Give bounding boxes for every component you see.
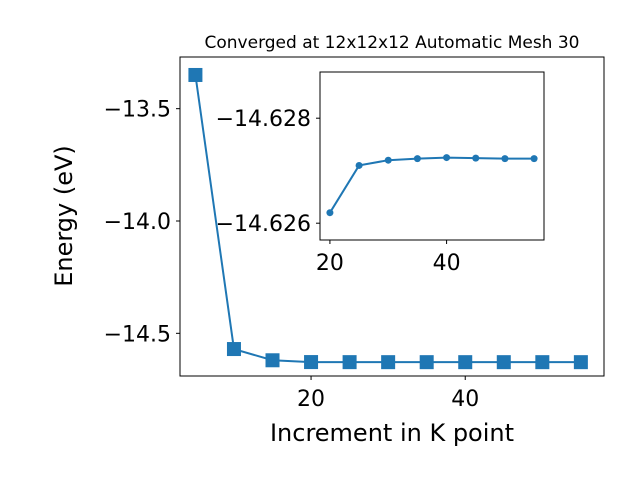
inset-data-point [530,155,538,163]
inset-x-tick-label: 40 [433,251,461,276]
main-data-point [535,355,550,370]
inset-x-tick-label: 20 [316,251,344,276]
inset-data-point [326,209,334,217]
y-axis-label: Energy (eV) [50,145,78,287]
main-data-point [265,353,280,368]
main-x-ticks: 20 40 [297,376,479,412]
inset-series-line [329,156,535,214]
inset-data-point [384,156,392,164]
main-data-point [419,355,434,370]
inset-data-point [472,154,480,162]
main-y-tick-label: −14.0 [104,210,171,235]
x-axis-label: Increment in K point [270,419,514,447]
main-data-point [226,342,241,357]
inset-data-point [413,155,421,163]
main-y-tick-label: −14.5 [104,322,171,347]
main-data-point [496,355,511,370]
inset-plot-frame [319,71,545,241]
main-series [188,67,588,370]
inset-y-ticks: −14.628 −14.626 [216,107,320,237]
inset-y-tick-label: −14.628 [216,107,311,132]
inset-series [326,154,538,217]
main-data-point [458,355,473,370]
inset-data-point [355,161,363,169]
inset-axes: 20 40 −14.628−14.626 [216,71,545,276]
inset-background [320,72,544,240]
main-axes: 20 40 −13.5−14.0−14.5 Converged at 12x12x… [50,33,605,447]
chart-title: Converged at 12x12x12 Automatic Mesh 30 [205,33,580,53]
main-data-point [304,355,319,370]
main-plot-frame [179,56,605,377]
main-y-tick-label: −13.5 [104,98,171,123]
inset-data-point [443,154,451,162]
main-x-tick-label: 40 [451,387,479,412]
inset-data-point [501,155,509,163]
inset-x-ticks: 20 40 [316,240,461,276]
inset-y-tick-label: −14.626 [216,212,311,237]
main-data-point [573,355,588,370]
main-data-point [188,67,203,82]
main-x-tick-label: 20 [297,387,325,412]
main-data-point [381,355,396,370]
main-data-point [342,355,357,370]
main-y-ticks: −13.5 −14.0 −14.5 [104,98,180,347]
